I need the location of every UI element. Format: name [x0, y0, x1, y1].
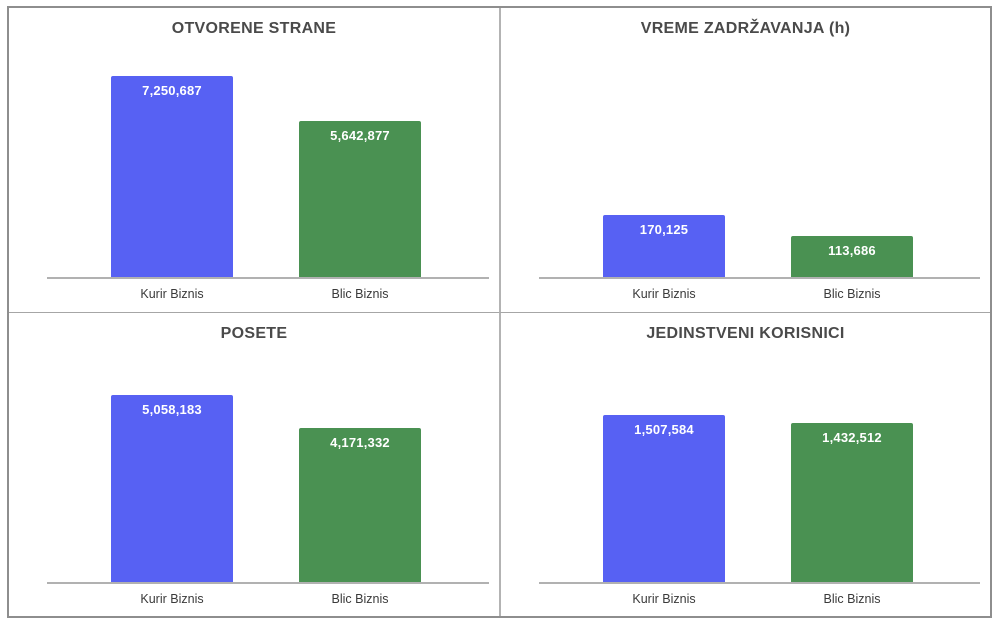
chart-title: VREME ZADRŽAVANJA (h) — [640, 20, 851, 37]
plot-area: 5,058,183 4,171,332 — [9, 313, 499, 584]
x-axis-label-kurir-biznis: Kurir Biznis — [140, 592, 204, 606]
plot-area: 7,250,687 5,642,877 — [9, 8, 499, 279]
bar-value-label: 4,171,332 — [330, 435, 390, 450]
bar-blic-biznis[interactable]: 1,432,512 — [791, 423, 913, 583]
x-axis-line — [47, 582, 489, 584]
bar-kurir-biznis[interactable]: 7,250,687 — [111, 76, 233, 278]
bar-value-label: 1,507,584 — [634, 422, 694, 437]
x-axis-label-blic-biznis: Blic Biznis — [331, 592, 389, 606]
chart-title: OTVORENE STRANE — [171, 20, 337, 37]
x-axis-label-kurir-biznis: Kurir Biznis — [140, 287, 204, 301]
bar-blic-biznis[interactable]: 5,642,877 — [299, 121, 421, 278]
chart-panel-otvorene-strane: OTVORENE STRANE 7,250,687 5,642,877 Kuri… — [9, 8, 499, 312]
bar-kurir-biznis[interactable]: 170,125 — [603, 215, 725, 278]
bar-kurir-biznis[interactable]: 1,507,584 — [603, 415, 725, 583]
chart-title: JEDINSTVENI KORISNICI — [646, 325, 845, 342]
chart-panel-vreme-zadrzavanja: VREME ZADRŽAVANJA (h) 170,125 113,686 Ku… — [499, 8, 990, 312]
bar-value-label: 7,250,687 — [142, 83, 202, 98]
bar-blic-biznis[interactable]: 4,171,332 — [299, 428, 421, 583]
bar-value-label: 1,432,512 — [822, 430, 882, 445]
x-axis-line — [539, 582, 980, 584]
x-axis-label-blic-biznis: Blic Biznis — [823, 287, 881, 301]
bar-blic-biznis[interactable]: 113,686 — [791, 236, 913, 278]
chart-panel-posete: POSETE 5,058,183 4,171,332 Kurir Biznis … — [9, 312, 499, 616]
x-axis-line — [47, 277, 489, 279]
bar-value-label: 5,058,183 — [142, 402, 202, 417]
x-axis-label-blic-biznis: Blic Biznis — [823, 592, 881, 606]
bar-value-label: 113,686 — [828, 243, 876, 258]
chart-title: POSETE — [220, 325, 288, 342]
x-axis-line — [539, 277, 980, 279]
chart-panel-jedinstveni-korisnici: JEDINSTVENI KORISNICI 1,507,584 1,432,51… — [499, 312, 990, 616]
bar-kurir-biznis[interactable]: 5,058,183 — [111, 395, 233, 583]
plot-area: 1,507,584 1,432,512 — [501, 313, 990, 584]
x-axis-label-kurir-biznis: Kurir Biznis — [632, 287, 696, 301]
dashboard-grid: OTVORENE STRANE 7,250,687 5,642,877 Kuri… — [7, 6, 992, 618]
x-axis-label-kurir-biznis: Kurir Biznis — [632, 592, 696, 606]
plot-area: 170,125 113,686 — [501, 8, 990, 279]
x-axis-label-blic-biznis: Blic Biznis — [331, 287, 389, 301]
bar-value-label: 170,125 — [639, 222, 689, 237]
bar-value-label: 5,642,877 — [330, 128, 390, 143]
